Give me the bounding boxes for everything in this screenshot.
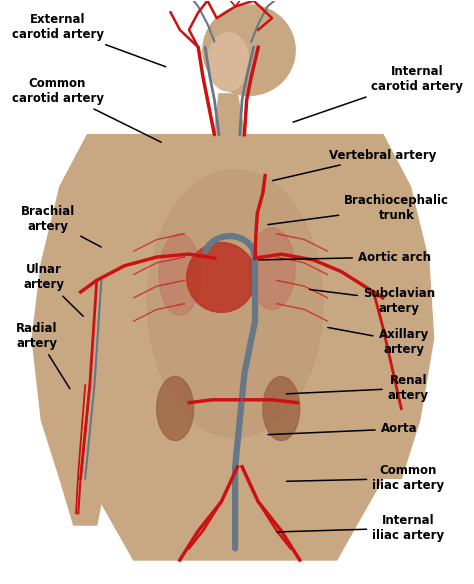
Ellipse shape xyxy=(187,242,256,312)
Polygon shape xyxy=(355,135,434,478)
Ellipse shape xyxy=(157,377,194,440)
Ellipse shape xyxy=(249,228,295,310)
Text: Vertebral artery: Vertebral artery xyxy=(273,148,437,180)
Text: Brachial
artery: Brachial artery xyxy=(21,205,101,247)
Text: External
carotid artery: External carotid artery xyxy=(11,13,165,67)
Text: Renal
artery: Renal artery xyxy=(286,374,428,402)
Text: Aortic arch: Aortic arch xyxy=(259,251,431,263)
Ellipse shape xyxy=(203,5,295,95)
Ellipse shape xyxy=(159,234,201,315)
Text: Common
carotid artery: Common carotid artery xyxy=(11,77,161,142)
Ellipse shape xyxy=(263,377,300,440)
Text: Ulnar
artery: Ulnar artery xyxy=(23,263,83,317)
Polygon shape xyxy=(32,135,124,525)
Text: Radial
artery: Radial artery xyxy=(16,322,70,389)
Text: Aorta: Aorta xyxy=(268,422,417,436)
Ellipse shape xyxy=(208,33,249,91)
Ellipse shape xyxy=(147,169,323,437)
Text: Brachiocephalic
trunk: Brachiocephalic trunk xyxy=(268,193,449,225)
Polygon shape xyxy=(214,94,245,135)
Text: Axillary
artery: Axillary artery xyxy=(328,328,428,356)
Text: Subclavian
artery: Subclavian artery xyxy=(310,287,435,315)
Text: Common
iliac artery: Common iliac artery xyxy=(286,464,444,492)
Text: Internal
iliac artery: Internal iliac artery xyxy=(277,514,444,542)
Polygon shape xyxy=(51,135,420,560)
Text: Internal
carotid artery: Internal carotid artery xyxy=(293,65,464,122)
